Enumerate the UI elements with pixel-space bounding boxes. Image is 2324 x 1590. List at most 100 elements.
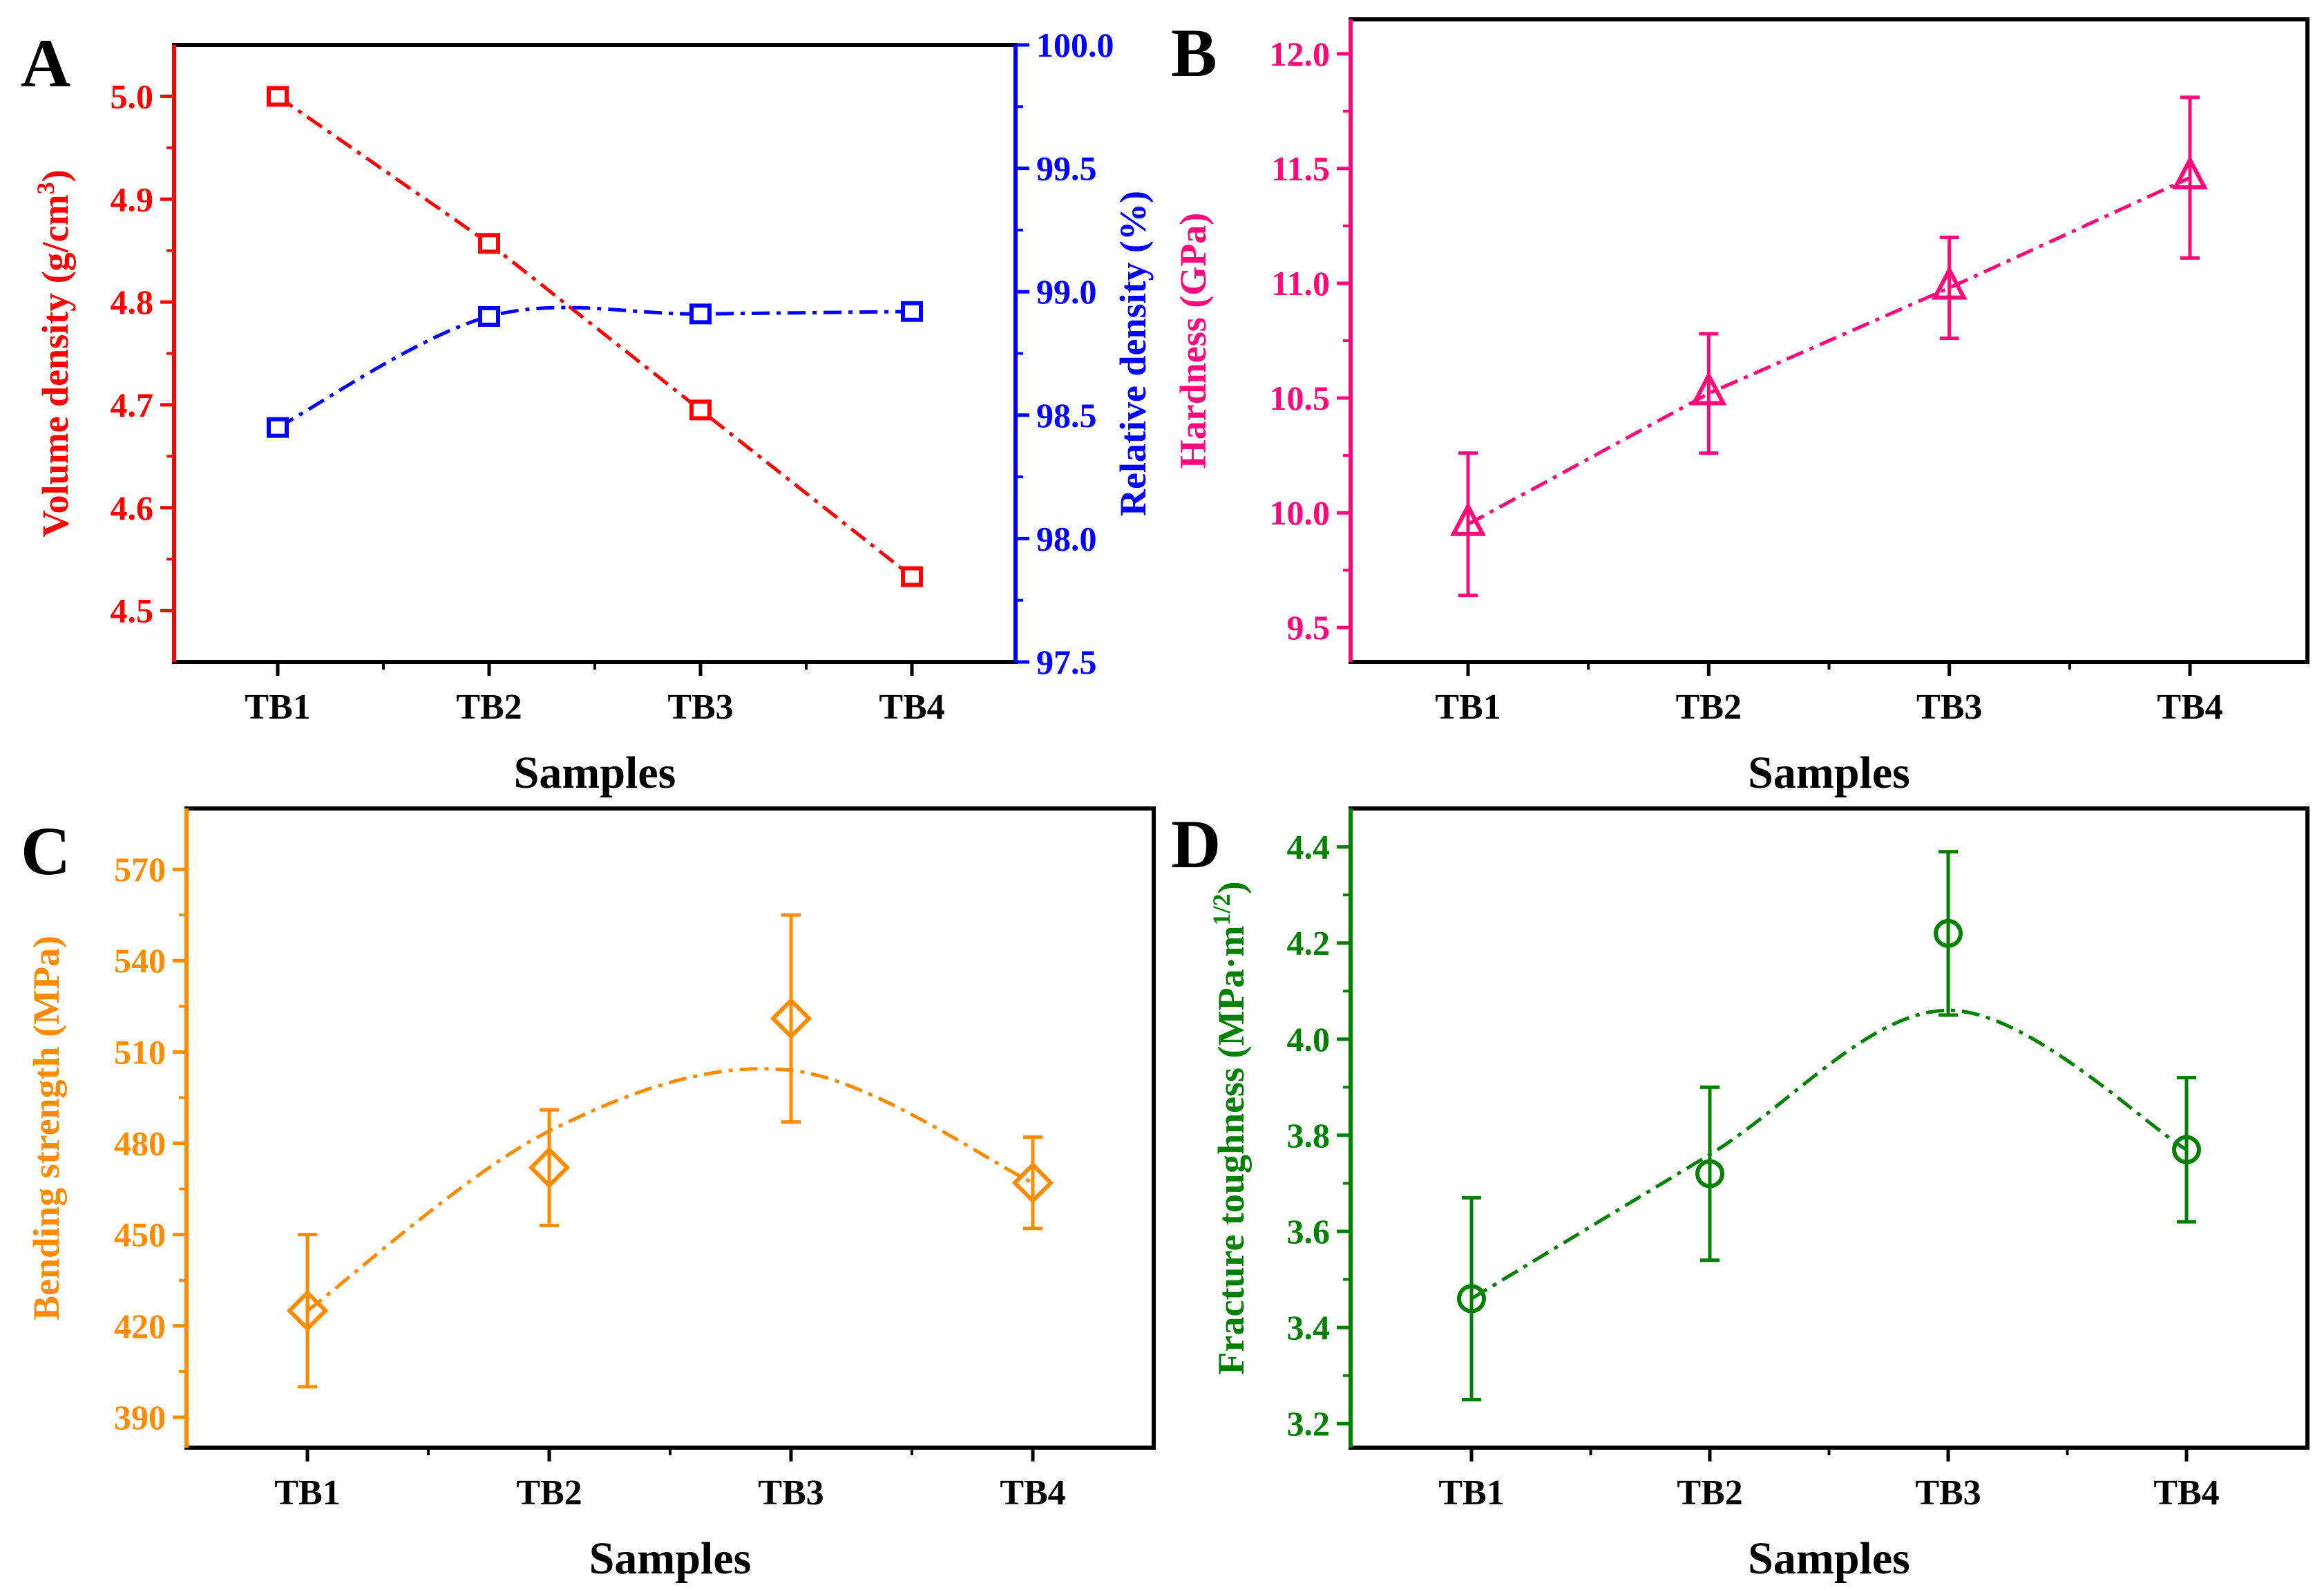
y-left-tick-label: 9.5 — [1287, 608, 1331, 647]
y-axis-title-main: Hardness (GPa) — [1172, 213, 1214, 469]
y-right-tick-label: 98.5 — [1036, 396, 1097, 435]
data-point — [267, 86, 289, 107]
x-tick-label: TB4 — [2157, 688, 2222, 727]
data-point — [478, 305, 500, 327]
x-tick-label: TB4 — [2153, 1473, 2219, 1513]
data-point — [2172, 155, 2208, 190]
y-left-tick-label: 420 — [114, 1307, 166, 1345]
x-tick-label: TB4 — [1000, 1473, 1065, 1513]
x-tick-label: TB4 — [879, 688, 944, 727]
y-left-tick-label: 4.4 — [1287, 828, 1331, 867]
y-left-tick-label: 11.5 — [1271, 149, 1330, 188]
y-axis-title-end: ) — [1210, 882, 1252, 894]
x-tick-label: TB1 — [245, 688, 310, 727]
y-right-title: Relative density (%) — [1112, 191, 1154, 516]
x-tick-label: TB3 — [758, 1473, 823, 1513]
data-point — [2172, 1135, 2201, 1164]
y-left-tick-label: 11.0 — [1271, 264, 1330, 303]
panel-c: C TB1 TB2 TB3 TB4 Samples 390 420 450 480 510 540 57… — [21, 806, 1156, 1584]
data-point — [901, 301, 923, 322]
data-point — [901, 566, 923, 587]
y-left-tick-label: 3.2 — [1287, 1404, 1331, 1443]
data-point — [286, 1289, 329, 1332]
x-tick-label: TB3 — [1915, 1473, 1981, 1513]
y-left-tick-label: 3.8 — [1287, 1116, 1331, 1155]
panel-d: D TB1 TB2 TB3 TB4 Samples 3.2 3.4 3.6 3.8 4.0 4.2 4.… — [1171, 806, 2309, 1584]
y-axis-title-main: Fracture toughness (MPa·m — [1210, 926, 1252, 1375]
series-line — [276, 305, 913, 429]
x-tick-label: TB2 — [1676, 688, 1742, 727]
y-left-tick-label: 3.6 — [1287, 1212, 1331, 1251]
y-left-tick-label: 4.9 — [111, 180, 154, 218]
data-point — [1931, 265, 1968, 300]
panel-b: B TB1 TB2 TB3 TB4 Samples 9.5 10.0 10.5 11.0 11.5 1… — [1171, 15, 2309, 798]
panel-label: B — [1171, 15, 1217, 91]
y-left-tick-label: 480 — [114, 1124, 166, 1163]
data-point — [1011, 1162, 1054, 1204]
panel-a: A TB1 TB2 TB3 TB4 Samples 4.5 4.6 4.7 4.8 4.9 5.0 97… — [21, 25, 1154, 798]
y-left-tick-label: 450 — [114, 1215, 166, 1254]
y-right-title-main: Relative density (%) — [1112, 191, 1154, 516]
data-point — [1695, 1159, 1724, 1189]
x-tick-label: TB3 — [667, 688, 733, 727]
y-left-title: Volume density (g/cm3) — [32, 170, 76, 538]
y-axis-title-main: Bending strength (MPa) — [26, 936, 67, 1321]
y-right-tick-label: 98.0 — [1036, 519, 1097, 558]
data-point — [689, 303, 712, 325]
y-left-tick-label: 540 — [114, 941, 166, 980]
x-axis-title: Samples — [514, 748, 676, 798]
x-tick-label: TB1 — [1435, 688, 1501, 727]
data-point — [478, 233, 500, 254]
series-line — [1470, 1008, 2188, 1300]
x-axis-title: Samples — [1748, 748, 1910, 798]
series-line — [276, 95, 913, 578]
data-point — [1934, 918, 1963, 948]
x-tick-label: TB3 — [1916, 688, 1982, 727]
y-left-tick-label: 10.5 — [1270, 379, 1331, 417]
x-tick-label: TB2 — [1677, 1473, 1742, 1513]
y-left-tick-label: 5.0 — [111, 77, 154, 115]
y-left-tick-label: 570 — [114, 850, 166, 889]
panel-label: A — [21, 25, 70, 102]
series-line — [306, 1067, 1034, 1312]
plot-frame — [184, 806, 1156, 1450]
series-line — [1467, 176, 2191, 526]
x-axis-title: Samples — [589, 1533, 752, 1584]
y-axis-title: Fracture toughness (MPa·m1/2) — [1208, 882, 1252, 1375]
data-point — [770, 997, 812, 1040]
data-point — [1690, 370, 1727, 406]
y-left-tick-label: 4.0 — [1287, 1020, 1331, 1059]
y-left-tick-label: 4.2 — [1287, 924, 1331, 963]
data-point — [1450, 502, 1486, 536]
plot-frame — [172, 43, 1018, 664]
y-left-tick-label: 390 — [114, 1398, 166, 1437]
data-point — [1457, 1284, 1486, 1314]
y-left-title-main: Volume density (g/cm — [35, 194, 76, 537]
y-right-tick-label: 99.0 — [1036, 272, 1097, 311]
y-axis-title: Hardness (GPa) — [1172, 213, 1214, 469]
y-axis-title: Bending strength (MPa) — [26, 936, 67, 1321]
panel-label: C — [21, 813, 70, 889]
panel-label: D — [1171, 806, 1221, 882]
x-axis-title: Samples — [1748, 1533, 1910, 1584]
y-right-tick-label: 97.5 — [1036, 643, 1097, 681]
data-point — [528, 1146, 571, 1189]
y-left-tick-label: 10.0 — [1270, 493, 1331, 532]
x-tick-label: TB1 — [1438, 1473, 1504, 1513]
y-left-tick-label: 4.7 — [111, 386, 154, 424]
x-tick-label: TB1 — [274, 1473, 340, 1513]
y-right-tick-label: 100.0 — [1036, 26, 1114, 64]
x-tick-label: TB2 — [456, 688, 522, 727]
y-left-title-sup: 3 — [32, 182, 59, 194]
y-left-title-end: ) — [35, 170, 76, 182]
x-tick-label: TB2 — [516, 1473, 582, 1513]
data-point — [267, 417, 289, 438]
y-right-tick-label: 99.5 — [1036, 149, 1097, 188]
y-left-tick-label: 4.8 — [111, 283, 154, 321]
y-left-tick-label: 510 — [114, 1032, 166, 1071]
y-left-tick-label: 3.4 — [1287, 1308, 1331, 1347]
plot-frame — [1349, 806, 2309, 1450]
y-left-tick-label: 12.0 — [1270, 35, 1331, 73]
y-left-tick-label: 4.6 — [111, 489, 154, 527]
